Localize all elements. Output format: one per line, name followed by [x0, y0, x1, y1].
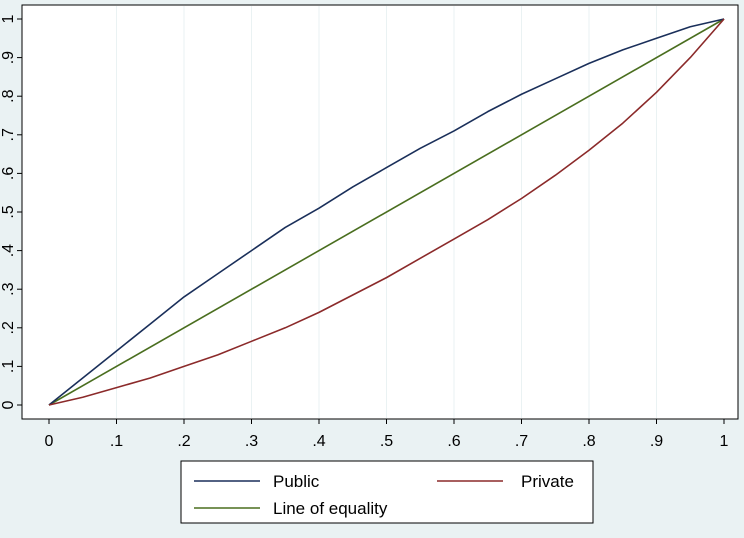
x-tick-label: .7: [515, 433, 528, 450]
y-tick-label: .2: [0, 321, 17, 334]
y-tick-label: 0: [0, 400, 17, 409]
y-tick-label: .7: [0, 128, 17, 141]
y-tick-label: .3: [0, 282, 17, 295]
x-tick-label: .5: [380, 433, 393, 450]
x-tick-label: .6: [447, 433, 460, 450]
series-line-private: [48, 18, 725, 406]
axis-layer: 0 .1 .2 .3 .4 .5 .6 .7 .8 .9 1 0 .1 .2 .3 .4 .5 .6 .7 .8 .9 1: [0, 14, 729, 450]
y-tick-label: 1: [0, 14, 17, 23]
legend-box: [180, 460, 594, 524]
x-tick-label: .9: [650, 433, 663, 450]
x-tick-label: .2: [177, 433, 190, 450]
x-tick-label: .4: [312, 433, 325, 450]
x-tick-label: 1: [720, 433, 729, 450]
y-tick-label: .8: [0, 89, 17, 102]
plot-area: [21, 4, 739, 420]
legend-label-private: Private: [521, 472, 574, 491]
x-tick-label: 0: [45, 433, 54, 450]
series-line-line-of-equality: [48, 18, 725, 406]
y-tick-label: .4: [0, 244, 17, 257]
series-line-public: [48, 18, 725, 406]
y-tick-label: .9: [0, 51, 17, 64]
legend: Public Private Line of equality: [180, 460, 594, 524]
y-tick-label: .5: [0, 205, 17, 218]
legend-label-public: Public: [273, 472, 320, 491]
x-tick-label: .3: [245, 433, 258, 450]
x-tick-label: .1: [110, 433, 123, 450]
series-layer: [48, 18, 725, 406]
y-tick-label: .6: [0, 167, 17, 180]
x-tick-label: .8: [582, 433, 595, 450]
y-tick-label: .1: [0, 360, 17, 373]
legend-label-line-of-equality: Line of equality: [273, 499, 388, 518]
